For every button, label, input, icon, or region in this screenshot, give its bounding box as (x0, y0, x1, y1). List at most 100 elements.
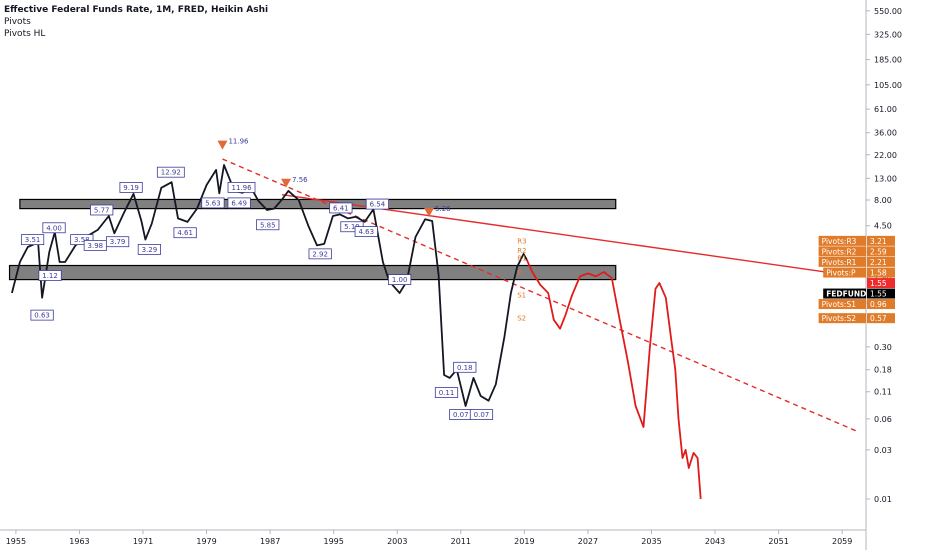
pivot-label-box (329, 202, 353, 214)
price-tag-name: Pivots:R3 (822, 237, 857, 246)
pivot-level-label: S2 (517, 315, 526, 323)
x-axis-tick-label: 2019 (514, 537, 534, 546)
pivot-label-box (201, 197, 225, 209)
price-tag-name: Pivots:S1 (822, 300, 857, 309)
price-tag-value-bg (867, 313, 895, 324)
pivot-level-label: S1 (517, 291, 526, 299)
pivot-label: 3.58 (74, 236, 90, 244)
price-tag-value-bg (867, 288, 895, 299)
x-axis-tick-label: 2003 (387, 537, 407, 546)
price-tag-value-bg (867, 299, 895, 310)
y-axis-tick-label: 0.06 (874, 415, 892, 424)
x-axis-tick-label: 2059 (832, 537, 852, 546)
price-tag-name-bg (818, 256, 866, 267)
pivot-label: 0.07 (474, 411, 490, 419)
projection-line (525, 259, 702, 500)
pivot-label: 5.19 (344, 223, 360, 231)
x-axis-tick-label: 1979 (196, 537, 216, 546)
pivot-label: 6.54 (370, 201, 386, 209)
pivot-label: 0.11 (439, 389, 455, 397)
down-arrow-icon (424, 207, 435, 217)
x-axis-tick-label: 1995 (324, 537, 344, 546)
pivot-label-box (227, 197, 251, 209)
y-axis-tick-label: 8.00 (874, 196, 892, 205)
y-axis-tick-label: 36.00 (874, 129, 897, 138)
down-arrow-icon (281, 178, 292, 188)
price-tag-name-bg (818, 299, 866, 310)
indicator-pivots-hl[interactable]: Pivots HL (4, 29, 46, 39)
pivot-label-box (256, 219, 280, 231)
pivot-label: 6.41 (333, 204, 349, 212)
pivot-label: 1.12 (42, 272, 58, 280)
price-tag-value-bg (867, 246, 895, 257)
pivot-label: 12.92 (161, 169, 181, 177)
pivot-level-label: R1 (517, 254, 526, 262)
arrow-label: 11.96 (228, 138, 249, 146)
pivot-label: 3.51 (25, 236, 41, 244)
pivot-level-label: R2 (517, 247, 526, 255)
price-tag-value: 1.55 (870, 290, 887, 299)
price-tag-value: 0.96 (870, 300, 887, 309)
price-tag-value: 0.57 (870, 314, 887, 323)
price-tag-value: 1.58 (870, 269, 887, 278)
price-tag-value: 3.21 (870, 237, 887, 246)
pivot-label: 3.98 (88, 242, 104, 250)
price-tag-name: Pivots:P (826, 269, 856, 278)
pivot-label: 0.18 (457, 364, 473, 372)
pivot-label-box (388, 274, 412, 285)
chart-legend: Effective Federal Funds Rate, 1M, FRED, … (4, 4, 268, 40)
price-tag-name-bg (823, 288, 866, 299)
pivot-label-box (227, 182, 256, 193)
pivot-label: 5.85 (260, 221, 276, 229)
x-axis-tick-label: 1963 (69, 537, 89, 546)
x-axis-tick-label: 1987 (260, 537, 280, 546)
x-axis-tick-label: 2035 (641, 537, 661, 546)
pivot-label: 4.00 (46, 224, 62, 232)
pivot-label: 6.49 (231, 199, 247, 207)
pivot-label-box (365, 198, 389, 210)
price-tag-name-bg (818, 235, 866, 246)
pivot-label-box (70, 234, 94, 246)
x-axis-tick-label: 2027 (578, 537, 598, 546)
pivot-level-label: P (517, 269, 521, 277)
y-axis-tick-label: 185.00 (874, 56, 902, 65)
x-axis-tick-label: 1971 (133, 537, 153, 546)
arrow-label: 5.26 (435, 205, 451, 213)
x-axis-tick-label: 2051 (768, 537, 788, 546)
price-tag-name: Pivots:R2 (822, 247, 857, 256)
pivot-label: 4.63 (358, 228, 374, 236)
price-tag-value: 1.55 (870, 279, 887, 288)
price-tag-name-bg (818, 313, 866, 324)
pivot-label: 5.63 (205, 199, 221, 207)
y-axis-tick-label: 0.01 (874, 495, 892, 504)
pivot-label: 0.63 (34, 312, 50, 320)
x-axis-tick-label: 1955 (6, 537, 26, 546)
pivot-label: 0.07 (453, 411, 469, 419)
indicator-pivots[interactable]: Pivots (4, 17, 31, 27)
chart-title[interactable]: Effective Federal Funds Rate, 1M, FRED, … (4, 5, 269, 15)
y-axis-tick-label: 0.18 (874, 366, 892, 375)
price-tag-value: 2.59 (870, 247, 887, 256)
support-resistance-zone (8, 264, 617, 281)
down-arrow-icon (217, 140, 228, 150)
dashed-trendline (222, 158, 859, 433)
pivot-label: 9.19 (123, 184, 139, 192)
pivot-label-box (119, 182, 143, 193)
price-tag-value-bg (867, 235, 895, 246)
pivot-label-box (90, 204, 114, 216)
y-axis-tick-label: 13.00 (874, 174, 897, 183)
pivot-label-box (156, 166, 185, 178)
x-axis-tick-label: 2011 (451, 537, 471, 546)
price-tag-name: Pivots:S2 (822, 314, 857, 323)
y-axis-tick-label: 0.11 (874, 388, 892, 397)
price-tag-value: 2.21 (870, 258, 887, 267)
price-tag-name: Pivots:R1 (822, 258, 857, 267)
y-axis-tick-label: 22.00 (874, 151, 897, 160)
y-axis-tick-label: 61.00 (874, 105, 897, 114)
pivot-label-box (354, 226, 378, 237)
pivot-label-box (105, 236, 130, 248)
pivot-label: 5.77 (94, 206, 110, 214)
y-axis-tick-label: 0.30 (874, 343, 892, 352)
pivot-label-box (173, 227, 197, 239)
